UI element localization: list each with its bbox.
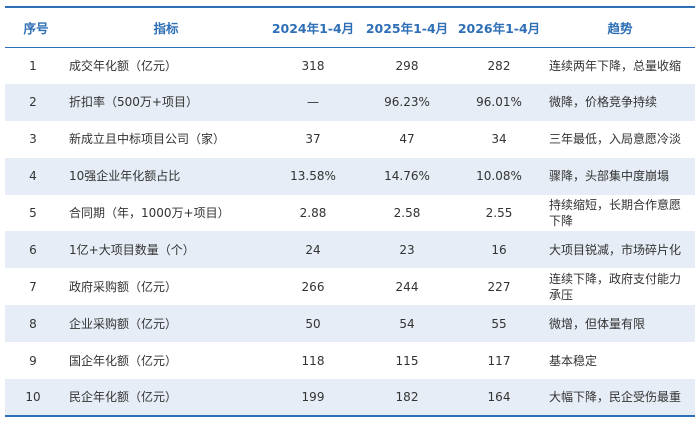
- cell-index: 9: [29, 353, 37, 368]
- table-row: 2 折扣率（500万+项目） — 96.23% 96.01% 微降，价格竞争持续: [5, 83, 695, 121]
- table-row: 4 10强企业年化额占比 13.58% 14.76% 10.08% 骤降，头部集…: [5, 157, 695, 195]
- cell-metric: 国企年化额（亿元）: [69, 353, 178, 368]
- cell-metric: 新成立且中标项目公司（家）: [69, 132, 226, 147]
- cell-2024: 50: [305, 316, 321, 331]
- cell-index: 3: [29, 132, 37, 147]
- cell-trend: 骤降，头部集中度崩塌: [549, 169, 670, 184]
- cell-2026: 164: [453, 379, 545, 417]
- cell-trend: 连续两年下降，总量收缩: [549, 58, 682, 73]
- header-metric: 指标: [67, 6, 265, 48]
- cell-index: 4: [29, 169, 37, 184]
- cell-2024: 318: [301, 58, 325, 73]
- table-header-row: 序号 指标 2024年1-4月 2025年1-4月 2026年1-4月 趋势: [5, 6, 695, 48]
- cell-metric: 民企年化额（亿元）: [67, 379, 265, 417]
- cell-trend: 微降，价格竞争持续: [549, 95, 658, 110]
- cell-2026: 34: [491, 132, 507, 147]
- cell-2025: 23: [399, 242, 415, 257]
- cell-2026: 117: [487, 353, 511, 368]
- header-2025: 2025年1-4月: [361, 6, 453, 48]
- cell-2024: 199: [265, 379, 361, 417]
- cell-index: 8: [29, 316, 37, 331]
- cell-2024: 266: [301, 279, 325, 294]
- table-row: 8 企业采购额（亿元） 50 54 55 微增，但体量有限: [5, 305, 695, 343]
- cell-2024: 24: [305, 242, 321, 257]
- cell-index: 10: [5, 379, 67, 417]
- cell-2026: 2.55: [485, 206, 513, 220]
- cell-2025: 244: [395, 279, 419, 294]
- cell-2024: 13.58%: [290, 169, 336, 184]
- cell-2026: 227: [487, 279, 511, 294]
- header-2024: 2024年1-4月: [265, 6, 361, 48]
- cell-2025: 96.23%: [384, 95, 430, 110]
- cell-metric: 10强企业年化额占比: [69, 169, 181, 184]
- table-row: 1 成交年化额（亿元） 318 298 282 连续两年下降，总量收缩: [5, 47, 695, 84]
- table-row: 3 新成立且中标项目公司（家） 37 47 34 三年最低，入局意愿冷淡: [5, 121, 695, 158]
- cell-2025: 2.58: [393, 206, 421, 220]
- table-row: 7 政府采购额（亿元） 266 244 227 连续下降，政府支付能力承压: [5, 268, 695, 305]
- cell-index: 5: [29, 206, 37, 220]
- table-row: 10 民企年化额（亿元） 199 182 164 大幅下降，民企受伤最重: [5, 379, 695, 417]
- cell-2025: 182: [361, 379, 453, 417]
- cell-index: 1: [29, 58, 37, 73]
- cell-trend: 基本稳定: [549, 353, 598, 368]
- cell-index: 7: [29, 279, 37, 294]
- header-trend: 趋势: [545, 6, 695, 48]
- cell-2025: 14.76%: [384, 169, 430, 184]
- cell-2026: 96.01%: [476, 95, 522, 110]
- cell-2024: 37: [305, 132, 321, 147]
- cell-2024: 2.88: [299, 206, 327, 220]
- cell-trend: 大幅下降，民企受伤最重: [545, 379, 695, 417]
- table-row: 6 1亿+大项目数量（个） 24 23 16 大项目锐减，市场碎片化: [5, 231, 695, 269]
- table-row: 5 合同期（年，1000万+项目） 2.88 2.58 2.55 持续缩短，长期…: [5, 195, 695, 232]
- cell-index: 6: [29, 242, 37, 257]
- cell-trend: 三年最低，入局意愿冷淡: [549, 132, 682, 147]
- cell-2026: 282: [487, 58, 511, 73]
- cell-metric: 合同期（年，1000万+项目）: [69, 206, 230, 220]
- cell-metric: 折扣率（500万+项目）: [69, 95, 198, 110]
- cell-2026: 55: [491, 316, 507, 331]
- cell-2025: 298: [395, 58, 419, 73]
- cell-metric: 企业采购额（亿元）: [69, 316, 178, 331]
- cell-index: 2: [29, 95, 37, 110]
- cell-2024: 118: [301, 353, 325, 368]
- cell-trend: 持续缩短，长期合作意愿下降: [549, 198, 682, 228]
- cell-2026: 10.08%: [476, 169, 522, 184]
- cell-2025: 115: [395, 353, 419, 368]
- cell-metric: 政府采购额（亿元）: [69, 279, 178, 294]
- header-index: 序号: [5, 6, 67, 48]
- cell-2025: 54: [399, 316, 415, 331]
- cell-trend: 大项目锐减，市场碎片化: [549, 242, 682, 257]
- cell-metric: 成交年化额（亿元）: [69, 58, 178, 73]
- data-table-container: 序号 指标 2024年1-4月 2025年1-4月 2026年1-4月 趋势 1…: [5, 6, 695, 417]
- table-row: 9 国企年化额（亿元） 118 115 117 基本稳定: [5, 342, 695, 379]
- cell-metric: 1亿+大项目数量（个）: [69, 242, 195, 257]
- data-table: 序号 指标 2024年1-4月 2025年1-4月 2026年1-4月 趋势 1…: [5, 6, 695, 417]
- header-2026: 2026年1-4月: [453, 6, 545, 48]
- cell-trend: 连续下降，政府支付能力承压: [549, 271, 682, 302]
- cell-2025: 47: [399, 132, 415, 147]
- cell-2026: 16: [491, 242, 507, 257]
- cell-2024: —: [307, 95, 319, 110]
- cell-trend: 微增，但体量有限: [549, 316, 646, 331]
